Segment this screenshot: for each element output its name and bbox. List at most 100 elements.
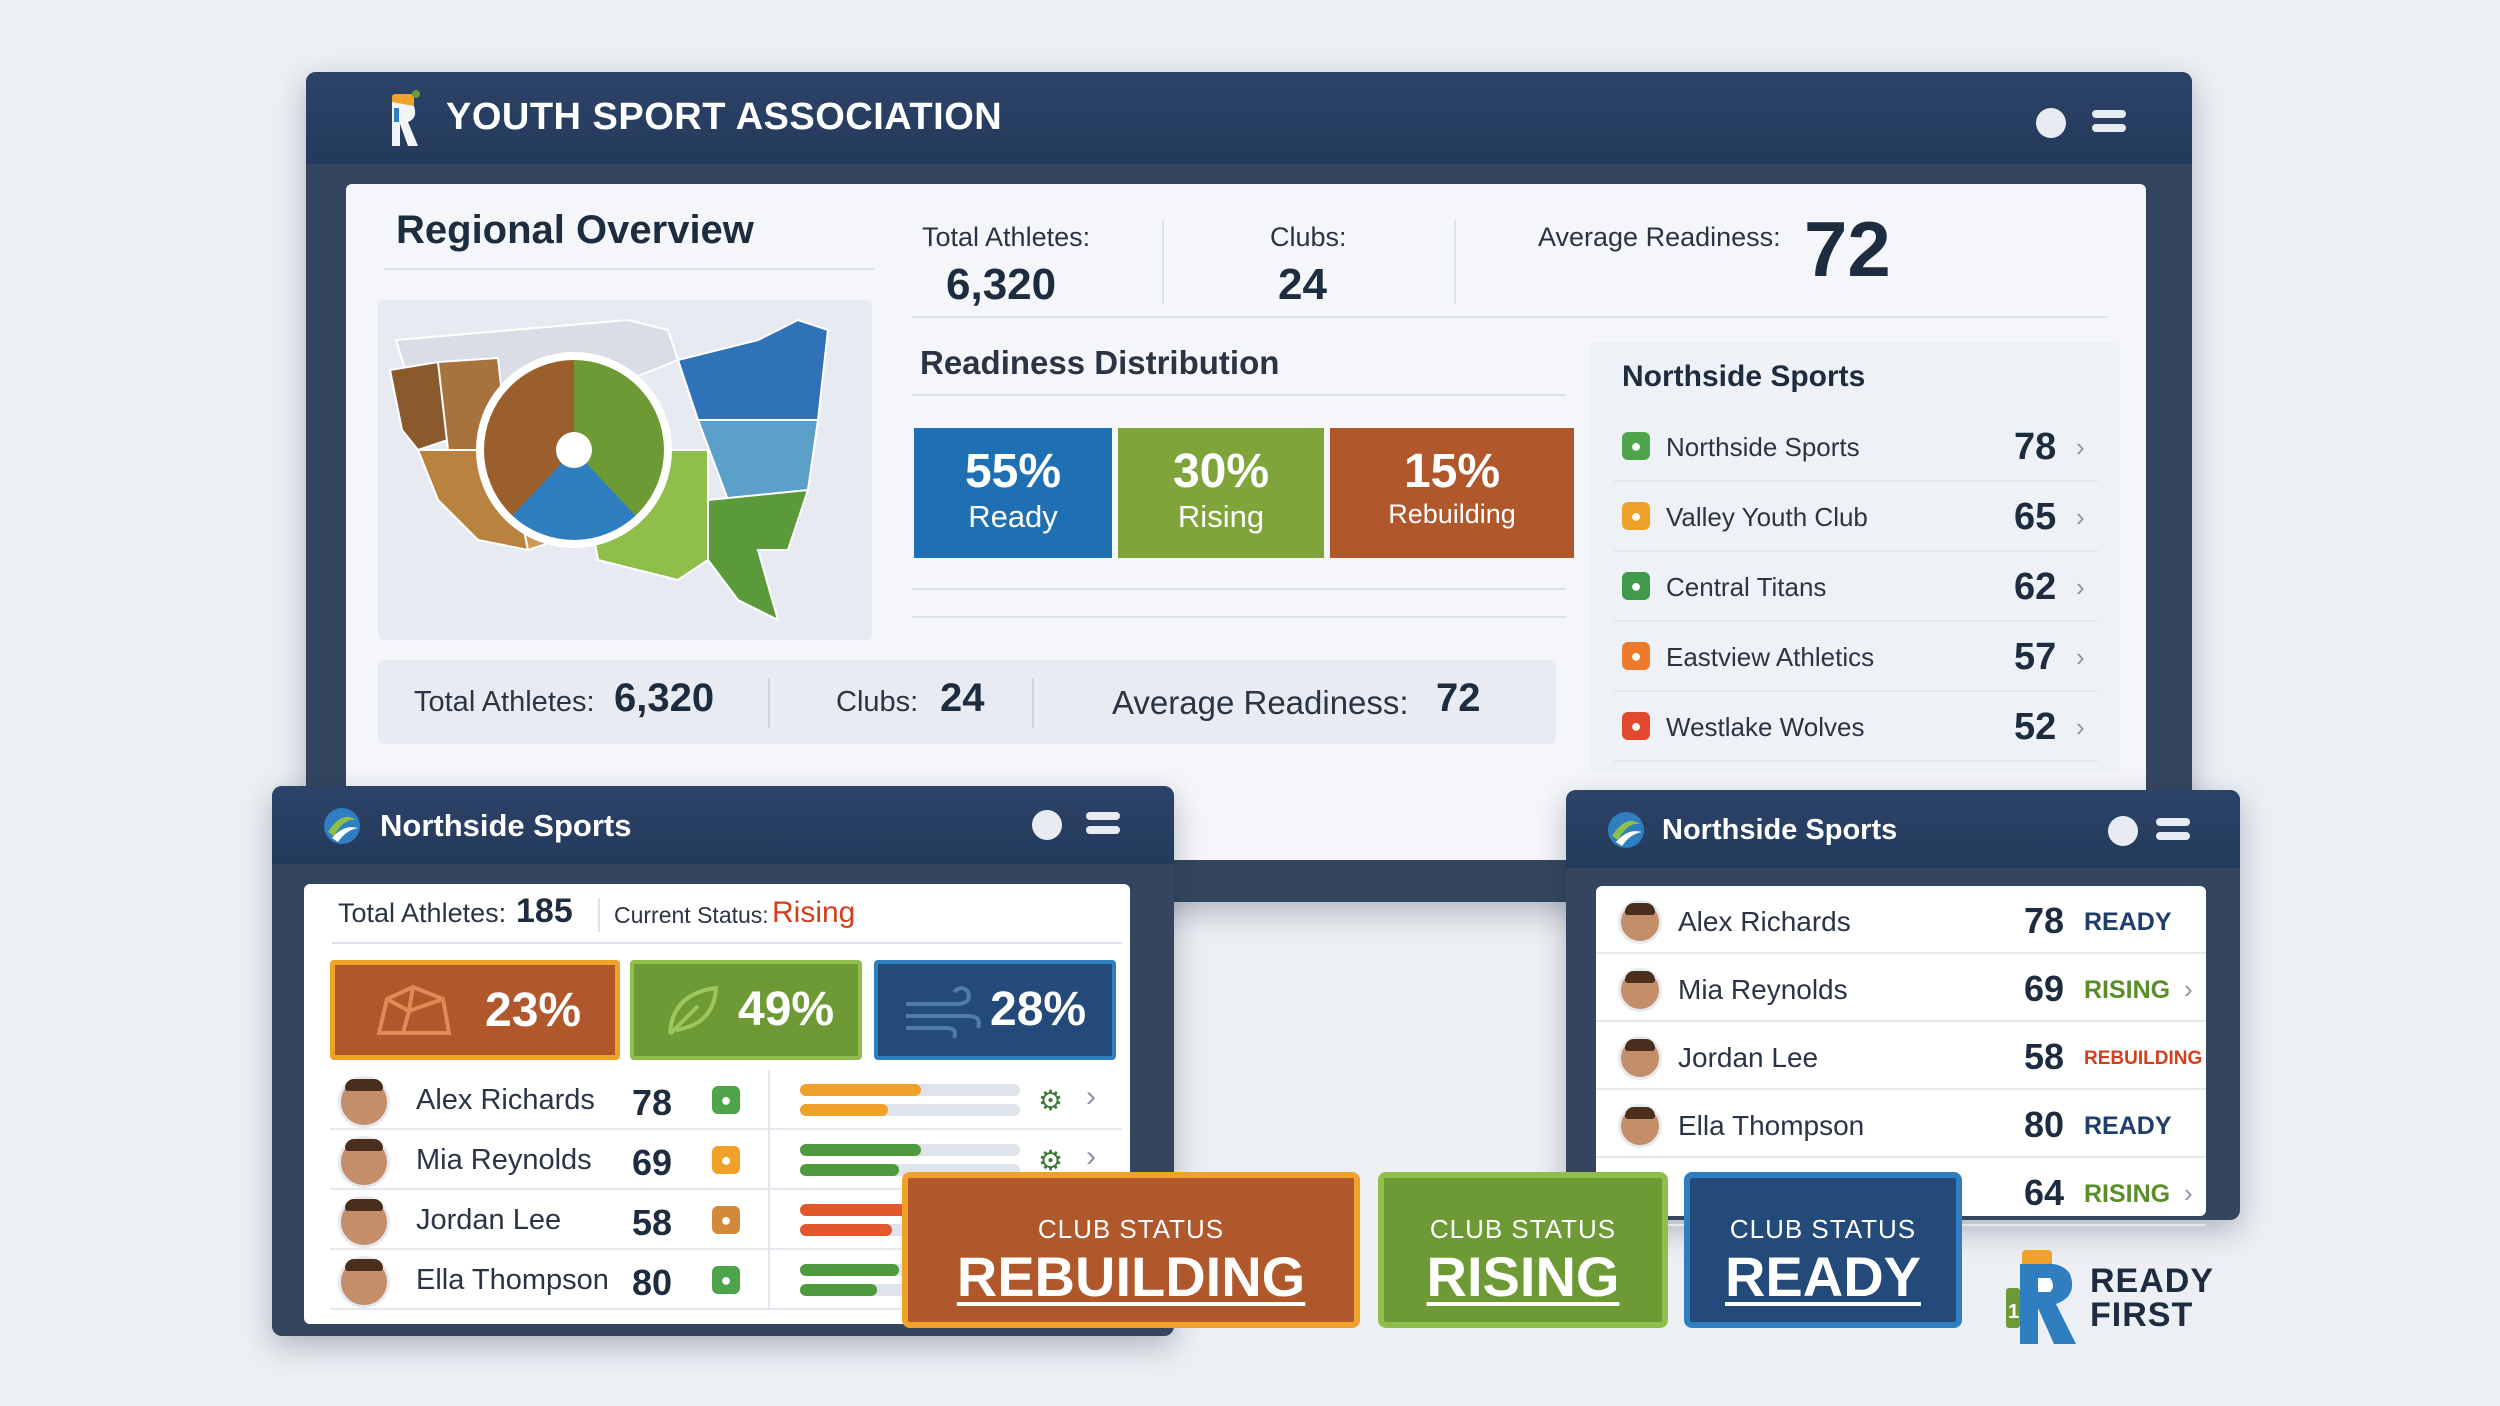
club-row[interactable]: ● Northside Sports 78 › (1614, 412, 2098, 482)
athlete-name: Alex Richards (416, 1084, 595, 1116)
menu-icon[interactable] (2092, 110, 2126, 136)
club-name: Central Titans (1666, 572, 1827, 602)
divider (768, 1070, 770, 1130)
athlete-status-row[interactable]: Alex Richards 78 READY (1596, 886, 2206, 954)
chevron-right-icon[interactable]: › (2076, 432, 2085, 462)
athlete-score: 78 (2024, 900, 2065, 941)
dist-rising-segment[interactable]: 30% Rising (1118, 428, 1324, 558)
avatar (338, 1196, 390, 1248)
clubs-panel-title: Northside Sports (1622, 360, 1866, 393)
gear-icon[interactable]: ⚙ (1038, 1085, 1064, 1116)
region-map[interactable] (378, 300, 872, 640)
divider (384, 268, 874, 270)
clubs-value: 24 (1278, 260, 1327, 309)
dist-rising-label: Rising (1177, 499, 1265, 534)
club-total-athletes-label: Total Athletes: (338, 898, 507, 928)
athlete-name: Jordan Lee (1678, 1042, 1819, 1073)
badge-value: READY (1724, 1245, 1922, 1308)
athlete-status: READY (2084, 1112, 2172, 1140)
dist-rebuilding-segment[interactable]: 15% Rebuilding (1330, 428, 1574, 558)
divider (1162, 220, 1164, 304)
athlete-row[interactable]: Mia Reynolds 69 ● ⚙ › (330, 1130, 1122, 1190)
athlete-name: Mia Reynolds (416, 1144, 592, 1176)
athlete-name: Jordan Lee (416, 1204, 562, 1236)
club-status-ready-badge[interactable]: CLUB STATUS READY (1684, 1172, 1962, 1328)
chevron-right-icon[interactable]: › (1086, 1140, 1096, 1173)
avg-readiness-value: 72 (1804, 205, 1891, 293)
menu-icon[interactable] (1086, 812, 1120, 838)
overview-panel: Regional Overview Total Athletes: 6,320 … (346, 184, 2146, 860)
club-row[interactable]: ● Eastview Athletics 57 › (1614, 622, 2098, 692)
athlete-score: 80 (632, 1262, 673, 1303)
club-badge-icon: ● (1622, 572, 1650, 600)
leaf-icon (668, 985, 719, 1036)
window-status-dot[interactable] (2036, 108, 2066, 138)
club-logo-icon (324, 808, 360, 844)
progress-fill (800, 1104, 888, 1116)
tile-ready[interactable]: 28% (874, 960, 1116, 1060)
club-status-rising-badge[interactable]: CLUB STATUS RISING (1378, 1172, 1668, 1328)
divider (768, 1190, 770, 1250)
dist-ready-label: Ready (968, 499, 1058, 534)
athlete-status-row[interactable]: Ella Thompson 80 READY (1596, 1090, 2206, 1158)
club-row[interactable]: ● Central Titans 62 › (1614, 552, 2098, 622)
club-badge-icon: ● (1622, 502, 1650, 530)
chevron-right-icon[interactable]: › (2076, 572, 2085, 602)
chevron-right-icon[interactable]: › (2184, 974, 2193, 1004)
ready-first-logo-icon (392, 90, 420, 146)
divider (912, 316, 2108, 318)
stats-strip: Total Athletes: 6,320 Clubs: 24 Average … (378, 660, 1556, 744)
tile-rising-percent: 49% (738, 983, 835, 1036)
athlete-status-list: Alex Richards 78 READY Mia Reynolds 69 RISING… (1596, 886, 2206, 1226)
club-row[interactable]: ● Westlake Wolves 52 › (1614, 692, 2098, 762)
dist-rebuilding-label: Rebuilding (1388, 499, 1516, 529)
gear-icon[interactable]: ⚙ (1038, 1145, 1064, 1176)
clubs-panel: Northside Sports ● Northside Sports 78 › ● Va… (1590, 342, 2120, 772)
menu-icon[interactable] (2156, 818, 2190, 844)
overview-title: Regional Overview (396, 208, 754, 252)
athlete-score: 58 (632, 1202, 673, 1243)
club-score: 62 (2014, 566, 2057, 608)
badge-caption: CLUB STATUS (1037, 1214, 1225, 1244)
dist-rising-percent: 30% (1172, 445, 1270, 498)
divider (912, 588, 1566, 590)
athlete-row[interactable]: Alex Richards 78 ● ⚙ › (330, 1070, 1122, 1130)
athlete-score: 69 (632, 1142, 673, 1183)
avatar (1618, 1104, 1662, 1148)
badge-value: REBUILDING (956, 1245, 1306, 1308)
tile-rising[interactable]: 49% (630, 960, 862, 1060)
readiness-donut[interactable] (476, 352, 672, 548)
strip-clubs-value: 24 (940, 676, 985, 720)
athlete-name: Alex Richards (1678, 906, 1851, 937)
strip-avg-readiness-label: Average Readiness: (1112, 684, 1409, 721)
dist-ready-segment[interactable]: 55% Ready (914, 428, 1112, 558)
chevron-right-icon[interactable]: › (2076, 642, 2085, 672)
main-window: YOUTH SPORT ASSOCIATION Regional Overvie… (306, 72, 2192, 902)
clubs-label: Clubs: (1270, 222, 1347, 252)
tile-rebuilding[interactable]: 23% (330, 960, 620, 1060)
club-name: Valley Youth Club (1666, 502, 1868, 532)
chevron-right-icon[interactable]: › (2184, 1178, 2193, 1208)
ready-first-mascot-icon: 1 (2006, 1250, 2076, 1344)
club-row[interactable]: ● Valley Youth Club 65 › (1614, 482, 2098, 552)
club-badge-icon: ● (1622, 712, 1650, 740)
athlete-score: 80 (2024, 1104, 2065, 1145)
window-status-dot[interactable] (1032, 810, 1062, 840)
divider (912, 394, 1566, 396)
chevron-right-icon[interactable]: › (1086, 1080, 1096, 1113)
club-status-rebuilding-badge[interactable]: CLUB STATUS REBUILDING (902, 1172, 1360, 1328)
avg-readiness-label: Average Readiness: (1538, 222, 1781, 252)
athlete-score: 58 (2024, 1036, 2065, 1077)
athlete-score: 64 (2024, 1172, 2065, 1213)
avatar (338, 1076, 390, 1128)
chevron-right-icon[interactable]: › (2076, 712, 2085, 742)
club-name: Northside Sports (1666, 432, 1860, 462)
window-status-dot[interactable] (2108, 816, 2138, 846)
athlete-status: READY (2084, 908, 2172, 936)
athlete-name: Mia Reynolds (1678, 974, 1848, 1005)
total-athletes-label: Total Athletes: (922, 222, 1091, 252)
athlete-status-row[interactable]: Mia Reynolds 69 RISING › (1596, 954, 2206, 1022)
readiness-tag-icon: ● (712, 1206, 740, 1234)
chevron-right-icon[interactable]: › (2076, 502, 2085, 532)
athlete-status-row[interactable]: Jordan Lee 58 REBUILDING (1596, 1022, 2206, 1090)
